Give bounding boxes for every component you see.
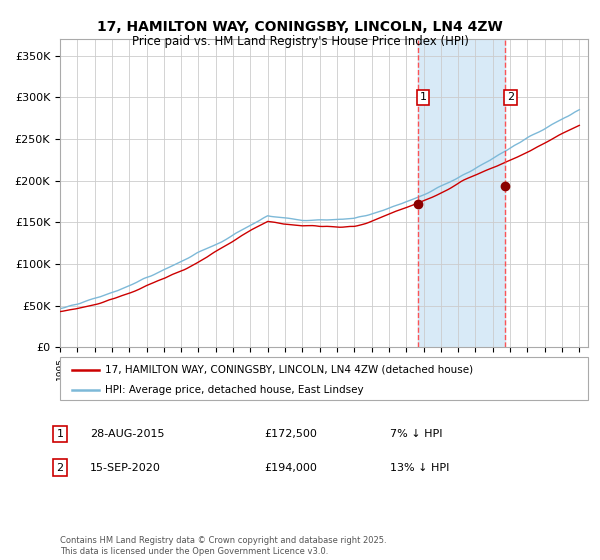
Text: 2: 2: [56, 463, 64, 473]
Text: £194,000: £194,000: [264, 463, 317, 473]
Text: Contains HM Land Registry data © Crown copyright and database right 2025.
This d: Contains HM Land Registry data © Crown c…: [60, 536, 386, 556]
Text: HPI: Average price, detached house, East Lindsey: HPI: Average price, detached house, East…: [105, 385, 364, 395]
Text: 15-SEP-2020: 15-SEP-2020: [90, 463, 161, 473]
Text: 1: 1: [419, 92, 427, 102]
Text: £172,500: £172,500: [264, 429, 317, 439]
Text: 2: 2: [507, 92, 514, 102]
Text: 17, HAMILTON WAY, CONINGSBY, LINCOLN, LN4 4ZW: 17, HAMILTON WAY, CONINGSBY, LINCOLN, LN…: [97, 20, 503, 34]
Text: 17, HAMILTON WAY, CONINGSBY, LINCOLN, LN4 4ZW (detached house): 17, HAMILTON WAY, CONINGSBY, LINCOLN, LN…: [105, 365, 473, 375]
Text: 28-AUG-2015: 28-AUG-2015: [90, 429, 164, 439]
Text: Price paid vs. HM Land Registry's House Price Index (HPI): Price paid vs. HM Land Registry's House …: [131, 35, 469, 48]
Text: 1: 1: [56, 429, 64, 439]
Text: 7% ↓ HPI: 7% ↓ HPI: [390, 429, 443, 439]
Text: 13% ↓ HPI: 13% ↓ HPI: [390, 463, 449, 473]
Bar: [418, 39, 505, 347]
